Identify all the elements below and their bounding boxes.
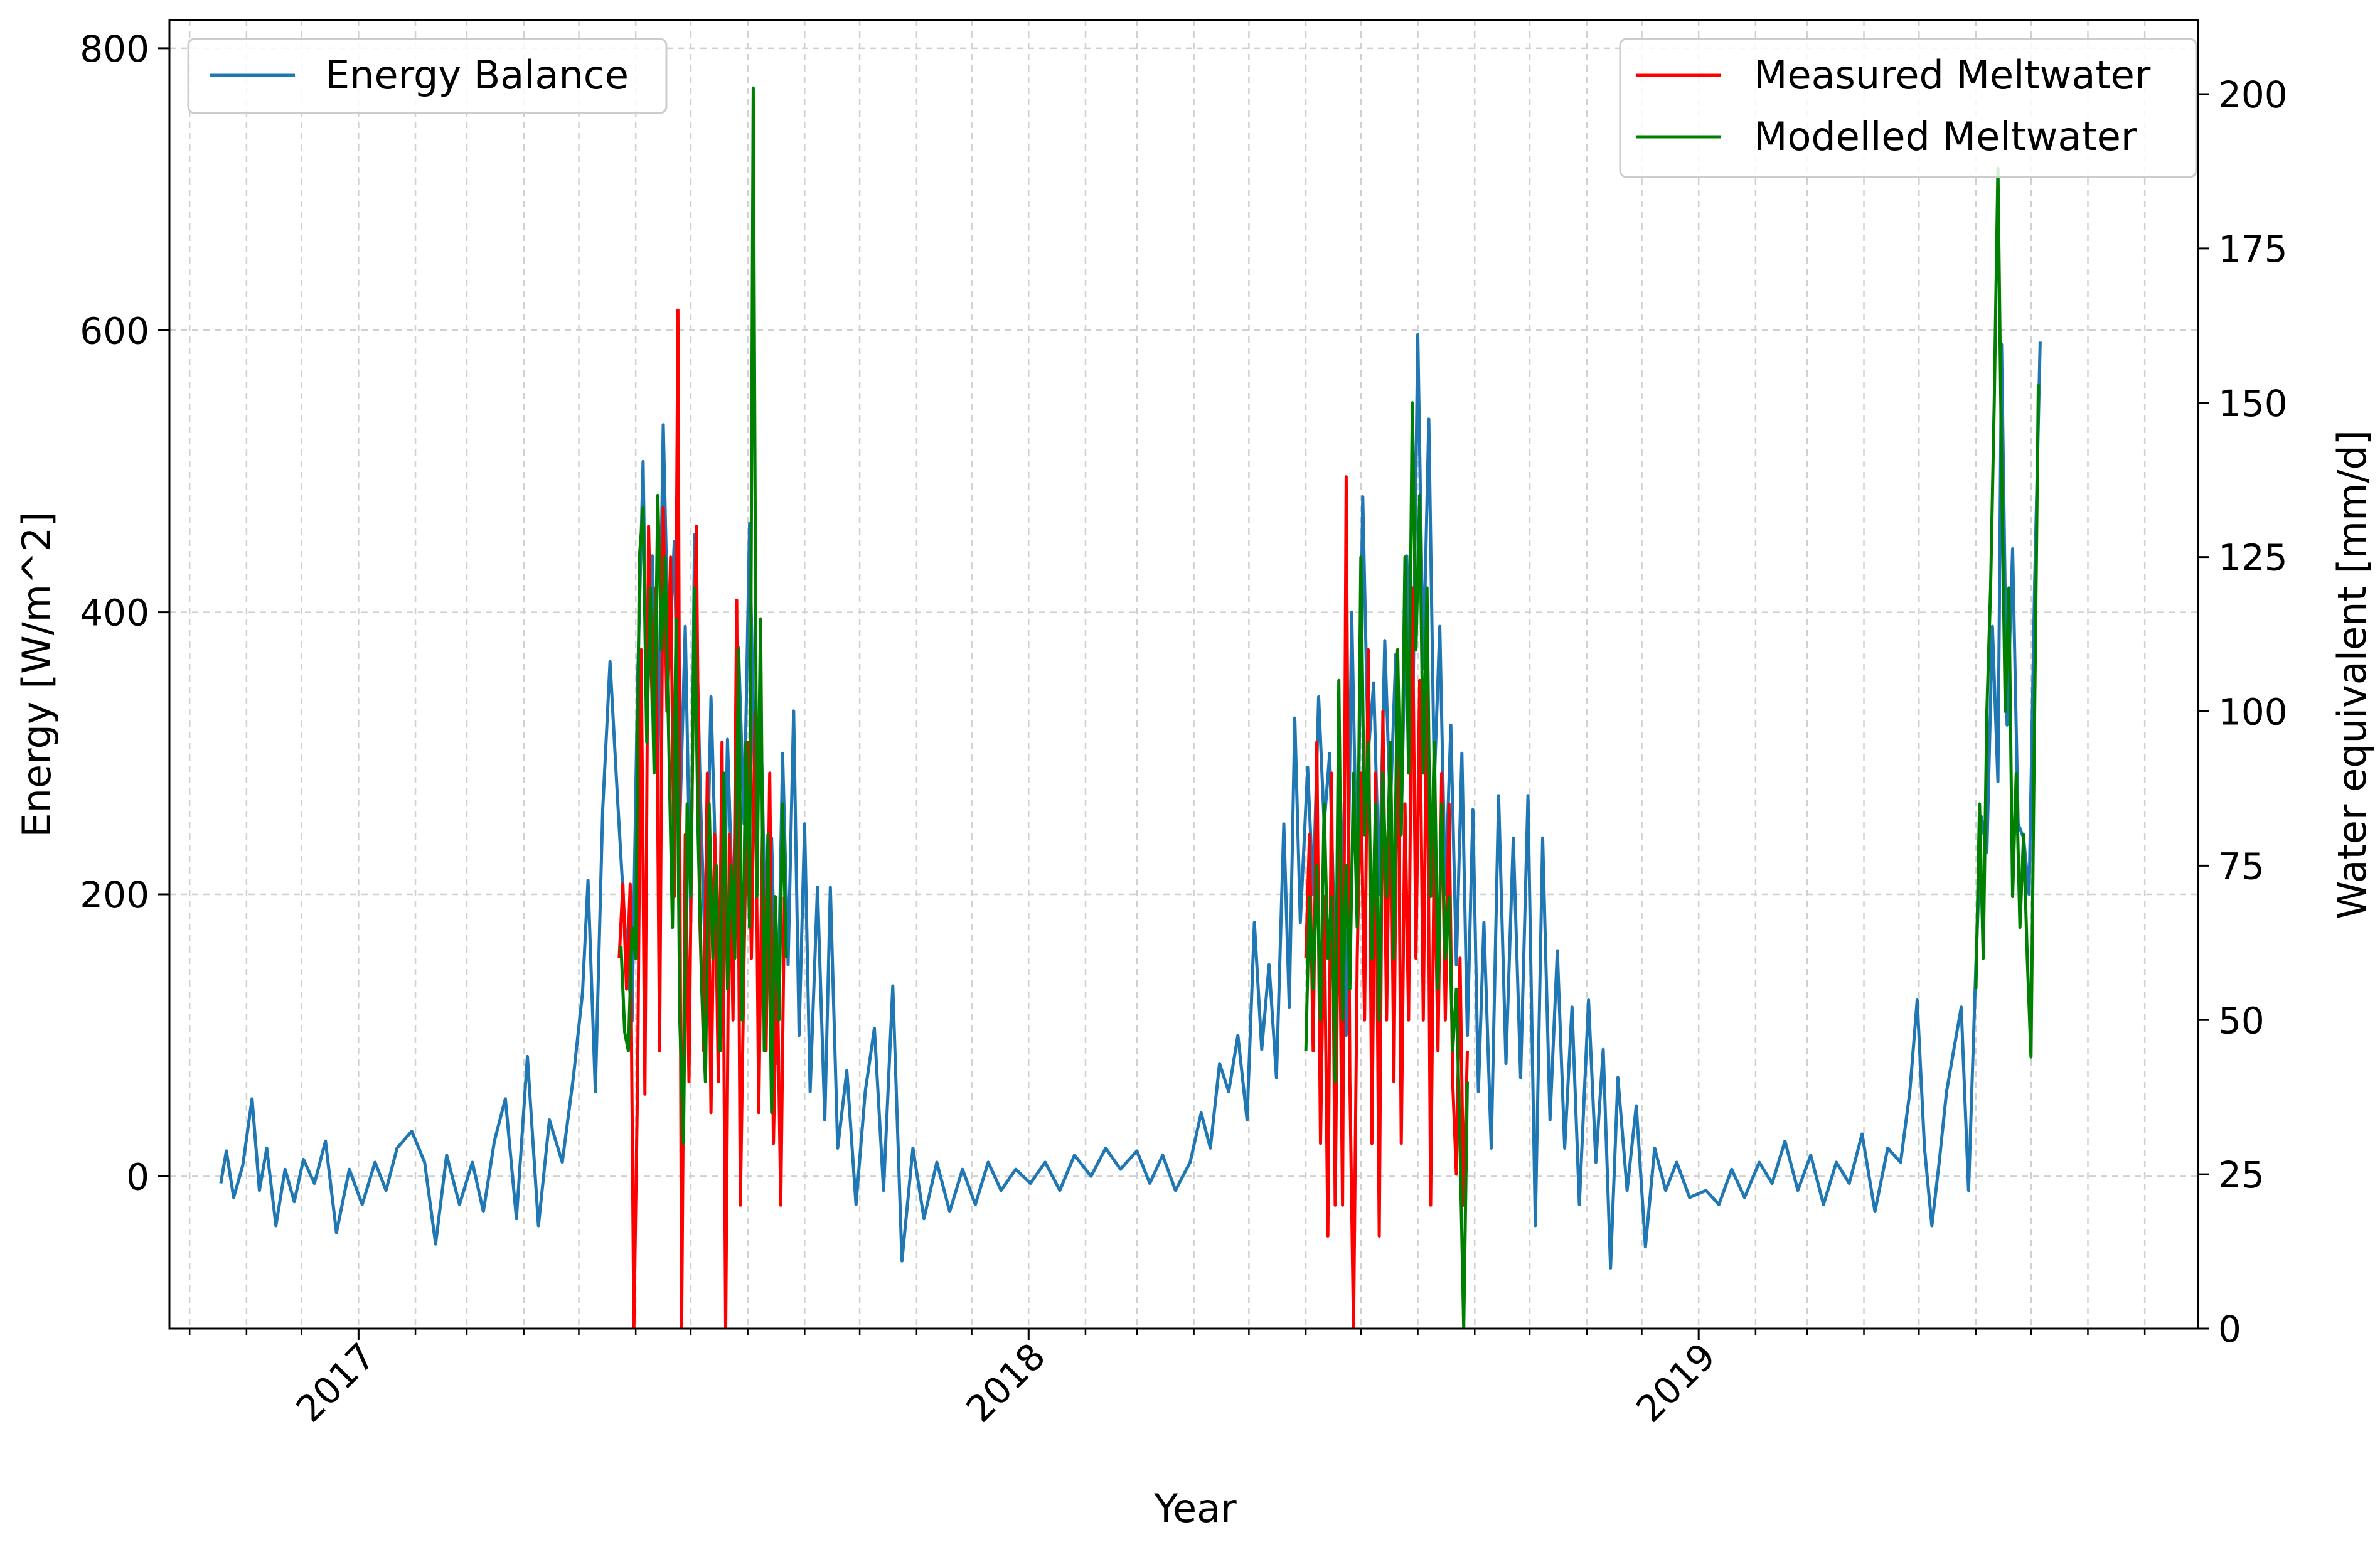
y-right-tick-label: 150 (2218, 382, 2288, 425)
y-left-tick-label: 200 (80, 874, 149, 916)
series-line-modelled-meltwater (1974, 166, 2040, 1059)
legend-left: Energy Balance (187, 38, 668, 114)
series-line-modelled-meltwater (619, 86, 788, 1145)
y-right-tick-label: 75 (2218, 845, 2265, 887)
y-right-tick-label: 0 (2218, 1308, 2241, 1351)
y-right-tick-label: 125 (2218, 537, 2288, 579)
series-layer (219, 86, 2042, 1329)
series-line-energy-balance (219, 333, 2042, 1270)
grid (169, 20, 2198, 1329)
y-left-tick-label: 0 (126, 1155, 149, 1198)
legend-right: Measured Meltwater Modelled Meltwater (1619, 38, 2197, 178)
y-right-tick-label: 25 (2218, 1154, 2265, 1196)
x-axis-label: Year (1153, 1485, 1237, 1531)
plot-frame (168, 19, 2199, 1330)
y-right-tick-label: 50 (2218, 999, 2265, 1042)
legend-label-energy: Energy Balance (325, 52, 629, 98)
legend-left-box (187, 38, 668, 114)
y-axis-label-right: Water equivalent [mm/d] (2329, 430, 2375, 919)
legend-right-box (1619, 38, 2197, 178)
y-left-tick-label: 600 (80, 309, 149, 352)
y-axis-label-left: Energy [W/m^2] (14, 511, 60, 837)
series-line-modelled-meltwater (1304, 401, 1469, 1329)
y-right-tick-label: 100 (2218, 691, 2288, 734)
y-right-tick-label: 175 (2218, 228, 2288, 270)
y-left-tick-label: 800 (80, 28, 149, 70)
legend-label-measured: Measured Meltwater (1754, 52, 2151, 98)
y-left-tick-label: 400 (80, 592, 149, 634)
legend-label-modelled: Modelled Meltwater (1754, 114, 2137, 159)
y-right-tick-label: 200 (2218, 73, 2288, 116)
